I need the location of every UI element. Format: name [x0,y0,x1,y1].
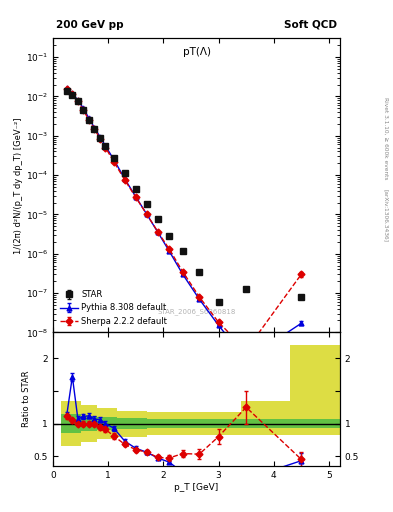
Y-axis label: Ratio to STAR: Ratio to STAR [22,371,31,428]
Text: [arXiv:1306.3436]: [arXiv:1306.3436] [383,188,388,242]
Text: STAR_2006_S6860818: STAR_2006_S6860818 [157,308,236,315]
Y-axis label: 1/(2π) d²N/(p_T dy dp_T) [GeV⁻²]: 1/(2π) d²N/(p_T dy dp_T) [GeV⁻²] [14,117,23,253]
Text: Soft QCD: Soft QCD [284,19,337,30]
Text: Rivet 3.1.10, ≥ 600k events: Rivet 3.1.10, ≥ 600k events [383,97,388,180]
Text: pT(Λ): pT(Λ) [182,47,211,57]
Text: 200 GeV pp: 200 GeV pp [56,19,123,30]
Legend: STAR, Pythia 8.308 default, Sherpa 2.2.2 default: STAR, Pythia 8.308 default, Sherpa 2.2.2… [57,288,170,328]
X-axis label: p_T [GeV]: p_T [GeV] [174,482,219,492]
